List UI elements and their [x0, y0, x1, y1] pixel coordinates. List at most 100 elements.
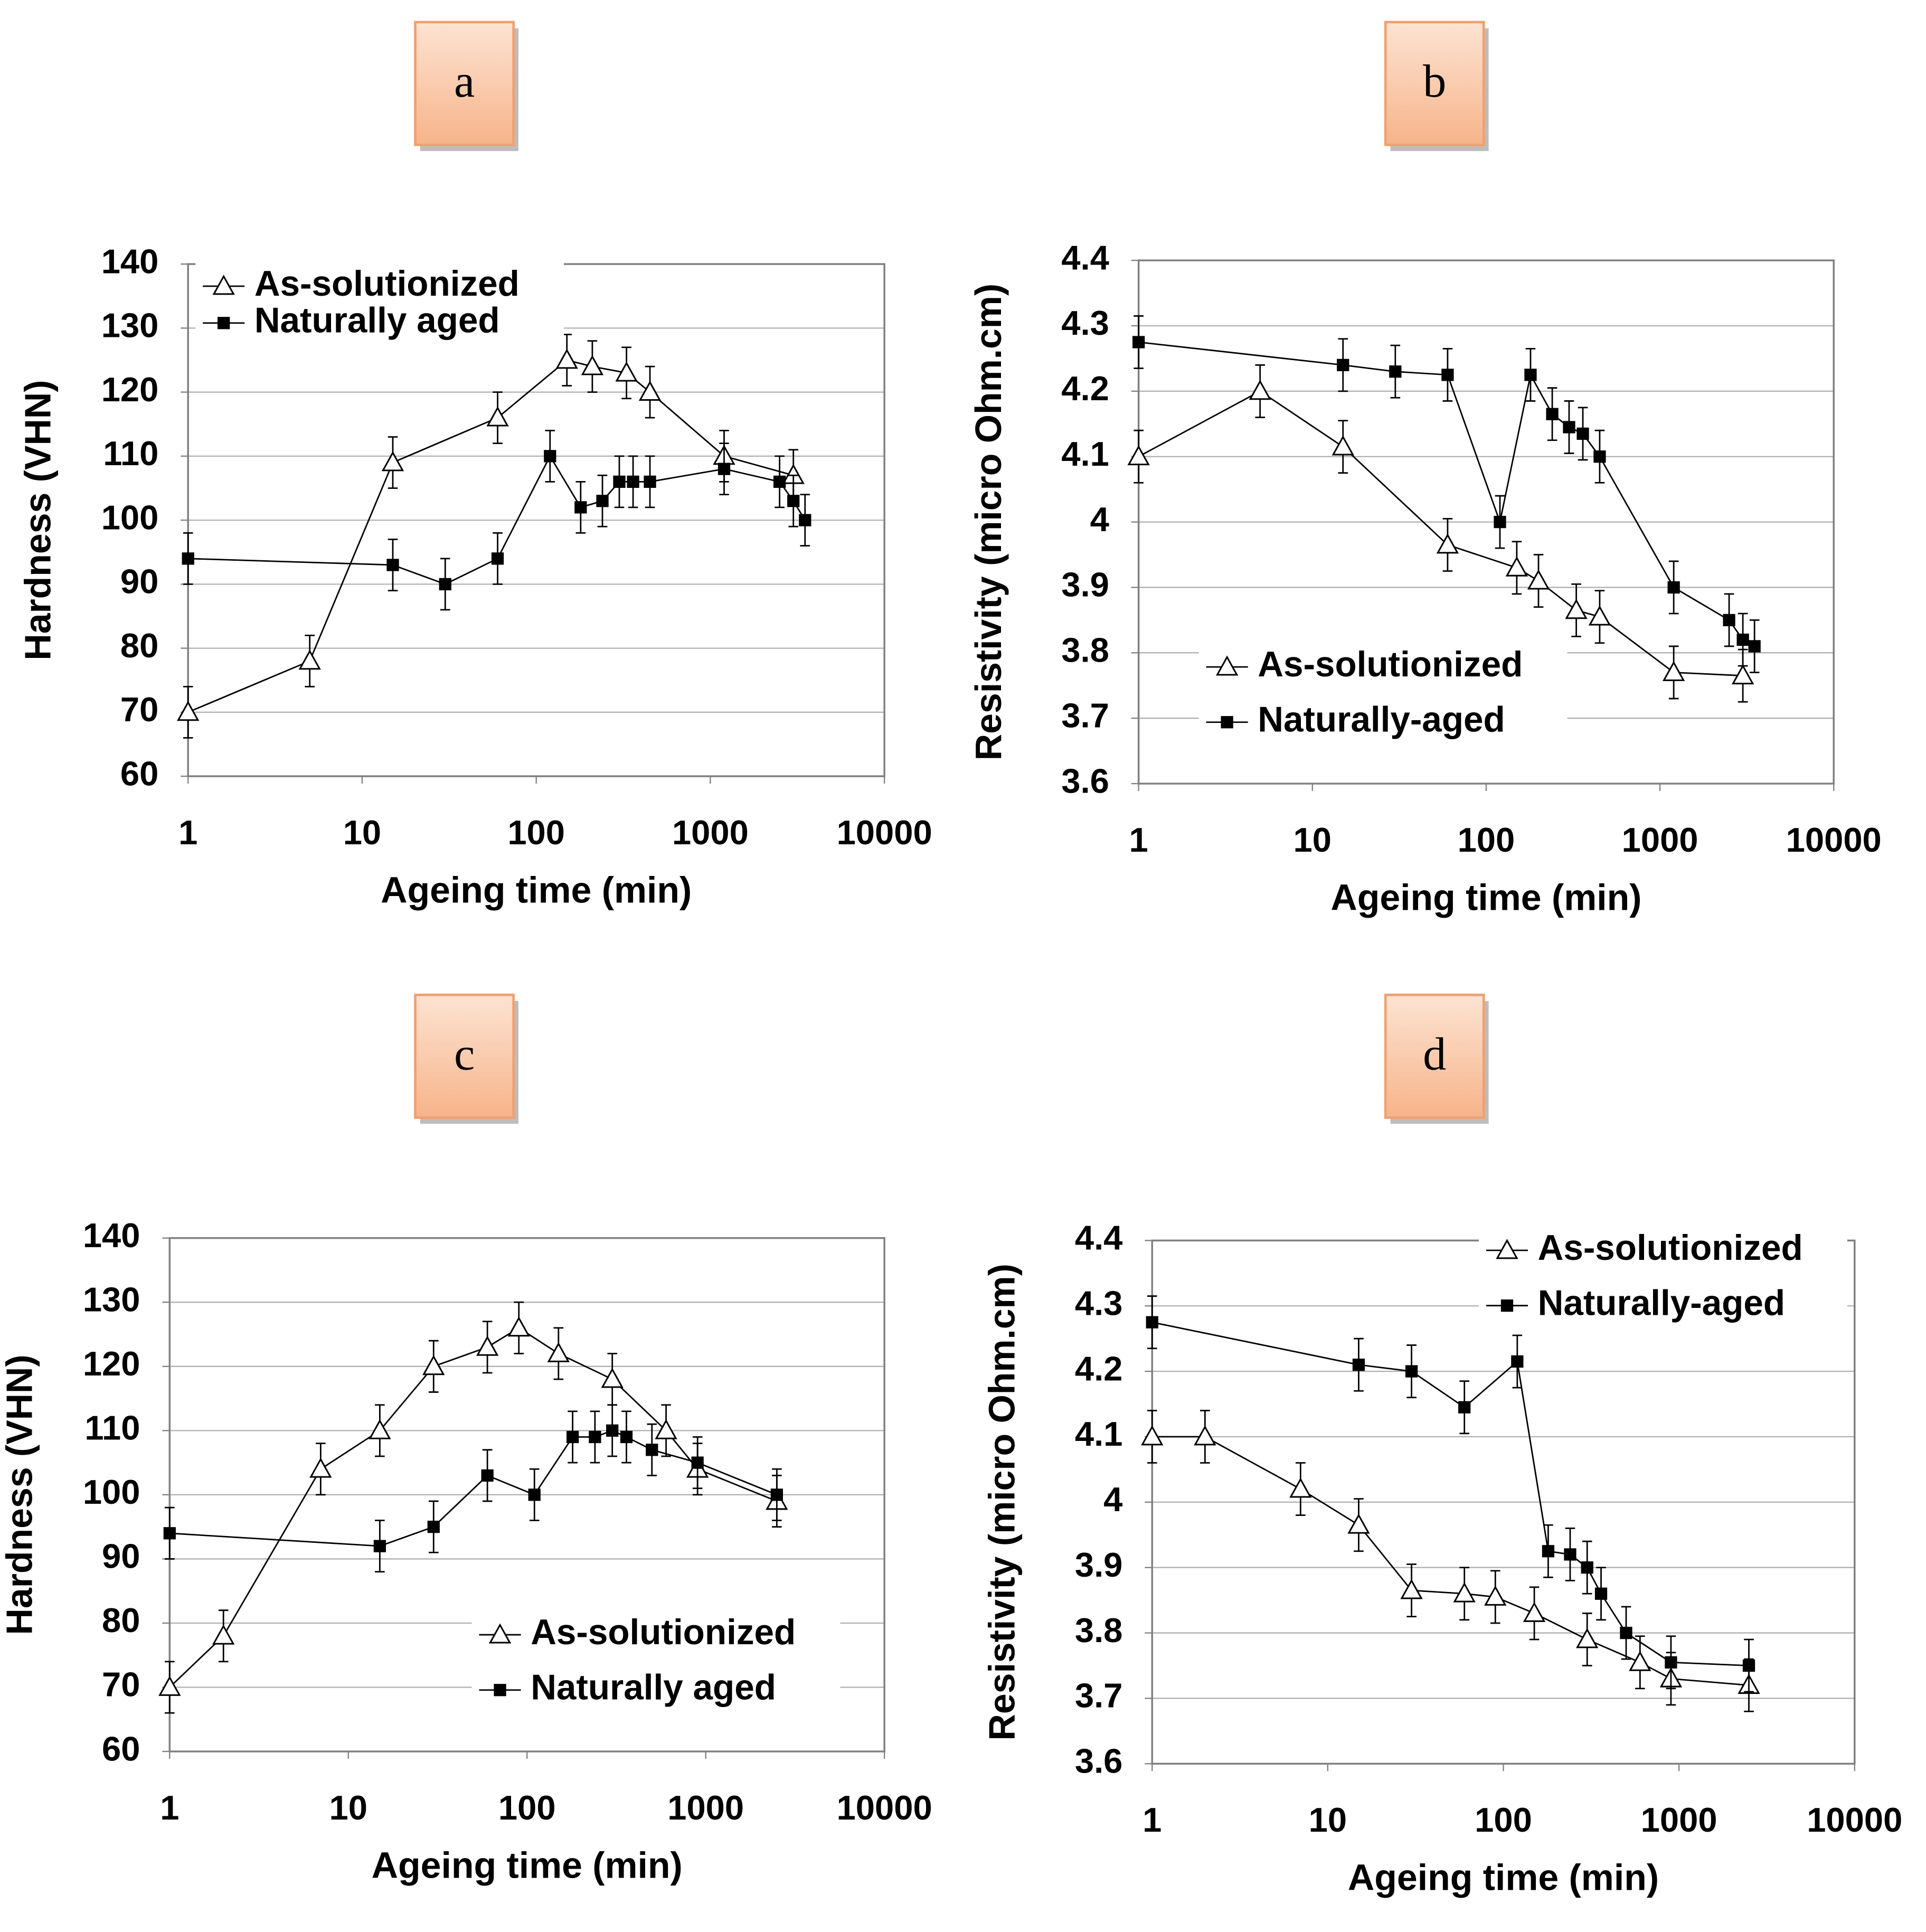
legend-marker [1215, 655, 1239, 676]
panel-label: a [454, 55, 475, 107]
series-line [1152, 1436, 1749, 1686]
marker [1542, 1545, 1555, 1558]
marker [1731, 664, 1754, 685]
y-tick-label: 120 [101, 370, 159, 409]
marker [1400, 1579, 1423, 1599]
marker [1511, 1355, 1524, 1368]
marker [1484, 1585, 1507, 1606]
y-tick-label: 140 [101, 242, 159, 280]
series-line [1151, 1321, 1749, 1666]
marker [1436, 533, 1459, 554]
x-tick-label: 1 [160, 1788, 179, 1827]
panel-label: d [1423, 1028, 1446, 1080]
marker [386, 559, 399, 571]
x-tick-label: 1 [1129, 821, 1148, 859]
legend-label: Naturally aged [254, 301, 500, 341]
y-tick-label: 4.3 [1075, 1284, 1123, 1322]
legend-label: As-solutionized [254, 264, 520, 304]
marker [177, 701, 200, 721]
x-tick-label: 10000 [837, 1788, 932, 1827]
legend-box [471, 1610, 841, 1715]
label-box [1384, 21, 1485, 146]
x-tick-label: 100 [1458, 821, 1515, 859]
y-axis-title: Resistivity (micro Ohm.cm) [968, 284, 1009, 760]
marker [1352, 1359, 1365, 1371]
y-axis-title: Resistivity (micro Ohm.cm) [981, 1264, 1023, 1740]
marker [1662, 661, 1685, 681]
marker [1576, 1628, 1599, 1648]
marker [1563, 421, 1575, 433]
y-tick-label: 100 [101, 498, 159, 536]
x-tick-label: 10 [1294, 821, 1332, 859]
legend-label: Naturally-aged [1538, 1283, 1785, 1323]
y-tick-label: 70 [120, 690, 158, 729]
marker [1405, 1365, 1418, 1378]
marker [1581, 1561, 1593, 1574]
legend-marker [1496, 1239, 1518, 1259]
y-tick-label: 4 [1103, 1480, 1122, 1519]
legend-label: As-solutionized [1538, 1228, 1803, 1268]
y-axis-title: Hardness (VHN) [0, 1354, 40, 1635]
marker [1524, 369, 1537, 381]
marker [646, 1444, 658, 1456]
marker [1389, 365, 1402, 378]
marker [1588, 605, 1611, 626]
marker [1620, 1626, 1632, 1639]
marker [1564, 1548, 1576, 1561]
x-tick-label: 100 [1475, 1801, 1532, 1839]
label-box [1384, 993, 1485, 1119]
legend-box [1198, 642, 1568, 747]
x-axis-title: Ageing time (min) [1330, 877, 1641, 918]
series-line [1138, 390, 1743, 677]
x-tick-label: 1 [178, 813, 197, 852]
marker [427, 1521, 440, 1533]
x-tick-label: 1000 [1622, 821, 1698, 859]
marker [1332, 435, 1354, 456]
x-tick-label: 100 [507, 813, 565, 852]
legend-marker [218, 317, 230, 329]
marker [566, 1430, 579, 1444]
marker [1723, 614, 1735, 627]
y-tick-label: 4.3 [1061, 304, 1109, 342]
marker [644, 475, 656, 488]
legend-label: As-solutionized [1258, 645, 1523, 684]
y-tick-label: 3.7 [1061, 696, 1109, 734]
marker [1289, 1477, 1312, 1498]
x-tick-label: 1000 [1641, 1801, 1717, 1839]
marker [182, 552, 194, 565]
marker [1505, 556, 1528, 577]
marker [1665, 1656, 1677, 1669]
x-tick-label: 10000 [1786, 821, 1882, 859]
marker [1593, 450, 1606, 463]
marker [1667, 581, 1680, 594]
x-tick-label: 10 [343, 813, 381, 852]
marker [298, 649, 321, 670]
marker [476, 1335, 499, 1356]
marker [601, 1368, 624, 1388]
y-axis-title: Hardness (VHN) [17, 380, 59, 661]
legend-label: As-solutionized [531, 1613, 796, 1652]
y-tick-label: 60 [102, 1729, 140, 1768]
marker [1494, 515, 1506, 529]
marker [691, 1456, 704, 1469]
y-tick-label: 3.6 [1061, 761, 1109, 800]
series-line [188, 454, 806, 585]
y-tick-label: 4.1 [1061, 435, 1109, 473]
marker [381, 451, 404, 472]
y-tick-label: 3.8 [1075, 1611, 1123, 1650]
marker [507, 1316, 530, 1337]
y-tick-label: 80 [102, 1601, 140, 1639]
marker [528, 1488, 541, 1501]
marker [491, 552, 504, 565]
marker [581, 355, 604, 375]
marker [422, 1355, 445, 1375]
series-line [187, 359, 794, 713]
y-tick-label: 3.8 [1061, 631, 1109, 670]
y-tick-label: 4.4 [1075, 1219, 1123, 1257]
marker [369, 1419, 391, 1439]
x-tick-label: 1 [1143, 1801, 1162, 1839]
y-tick-label: 3.9 [1075, 1545, 1123, 1584]
marker [717, 463, 731, 475]
marker [655, 1419, 677, 1439]
marker [1742, 1659, 1755, 1672]
